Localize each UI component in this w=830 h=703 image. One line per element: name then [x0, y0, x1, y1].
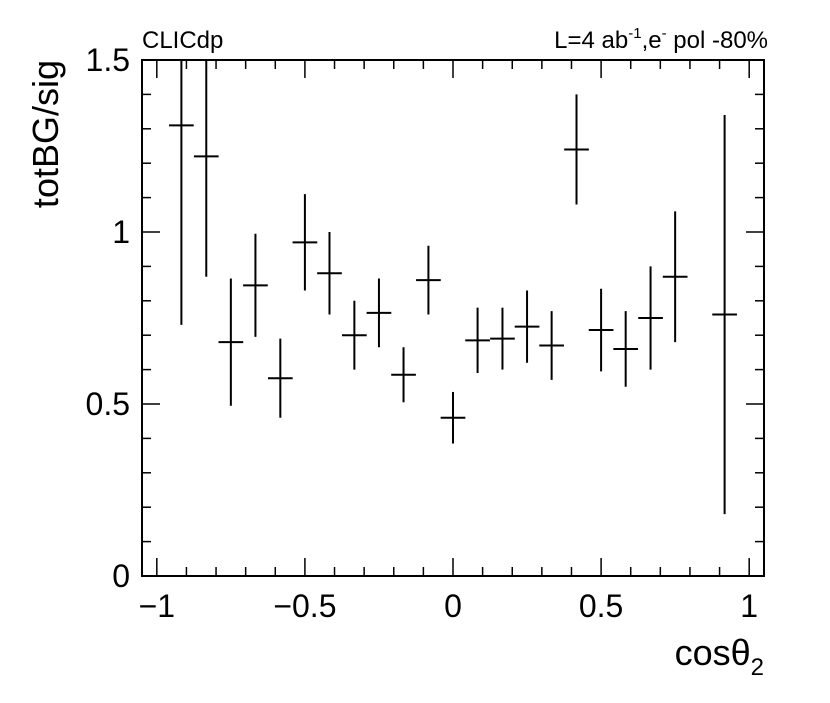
- data-point: [712, 115, 737, 515]
- data-point: [662, 211, 688, 343]
- data-point: [440, 391, 466, 444]
- data-point: [317, 232, 342, 315]
- plot-frame: [141, 59, 765, 577]
- x-tick-label: 0.5: [579, 588, 623, 624]
- header-left: CLICdp: [142, 27, 223, 54]
- tick-marks: [142, 59, 764, 577]
- data-point: [243, 233, 268, 337]
- data-point: [613, 311, 639, 387]
- data-point: [490, 307, 515, 370]
- data-point: [588, 288, 614, 372]
- data-point: [416, 245, 441, 315]
- y-tick-label: 1: [112, 214, 130, 250]
- x-tick-label: −0.5: [273, 588, 336, 624]
- data-point: [193, 60, 219, 277]
- x-tick-label: −1: [139, 588, 175, 624]
- data-point: [391, 347, 416, 403]
- data-point: [267, 338, 293, 418]
- data-point: [465, 307, 490, 374]
- data-point: [292, 194, 318, 291]
- data-point: [638, 266, 663, 370]
- y-axis-title: totBG/sig: [25, 60, 66, 208]
- data-point: [514, 290, 540, 363]
- data-point: [366, 278, 392, 348]
- data-point: [342, 300, 367, 370]
- data-point: [218, 278, 244, 406]
- x-tick-label: 0: [444, 588, 462, 624]
- tick-labels: −1 −0.5 0 0.5 1 0 0.5 1 1.5: [86, 42, 759, 624]
- y-tick-label: 0: [112, 558, 130, 594]
- y-tick-label: 1.5: [86, 42, 130, 78]
- data-point: [564, 94, 589, 205]
- x-axis-title: cosθ2: [675, 632, 764, 681]
- data-points: [169, 60, 737, 515]
- data-point: [539, 311, 564, 380]
- data-point: [169, 60, 194, 325]
- header-right: L=4 ab-1,e- pol -80%: [554, 25, 768, 54]
- y-tick-label: 0.5: [86, 386, 130, 422]
- x-tick-label: 1: [740, 588, 758, 624]
